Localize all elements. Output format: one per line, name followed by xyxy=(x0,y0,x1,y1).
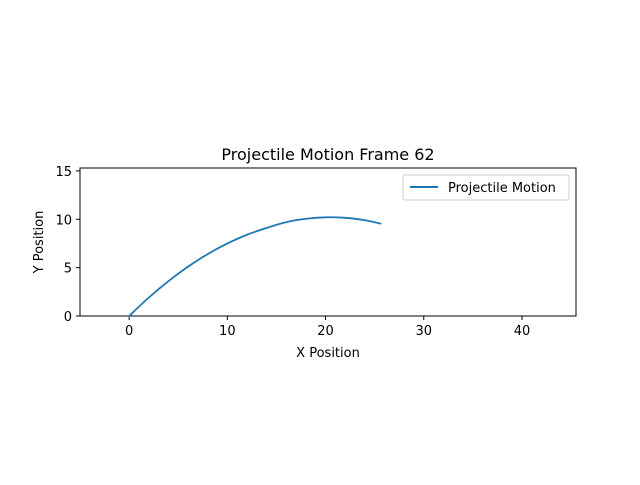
x-tick-label: 30 xyxy=(415,324,432,339)
y-axis-label: Y Position xyxy=(32,211,47,275)
legend-label-projectile-motion: Projectile Motion xyxy=(448,181,556,196)
y-axis-ticks: 0 5 10 15 xyxy=(55,165,80,325)
y-tick-label: 5 xyxy=(64,262,72,277)
series-layer xyxy=(128,216,382,317)
x-tick-label: 40 xyxy=(514,324,531,339)
plot-area-frame xyxy=(79,167,577,317)
x-tick-label: 20 xyxy=(317,324,334,339)
x-axis-ticks: 0 10 20 30 40 xyxy=(125,316,530,339)
legend-box xyxy=(402,174,570,201)
x-tick-label: 0 xyxy=(125,324,133,339)
y-tick-label: 15 xyxy=(55,165,72,180)
y-tick-label: 0 xyxy=(64,310,72,325)
y-tick-label: 10 xyxy=(55,213,72,228)
legend: Projectile Motion xyxy=(402,174,570,201)
x-axis-label: X Position xyxy=(296,346,360,361)
series-line-projectile-motion xyxy=(128,216,382,317)
x-tick-label: 10 xyxy=(219,324,236,339)
chart-title: Projectile Motion Frame 62 xyxy=(221,145,434,164)
